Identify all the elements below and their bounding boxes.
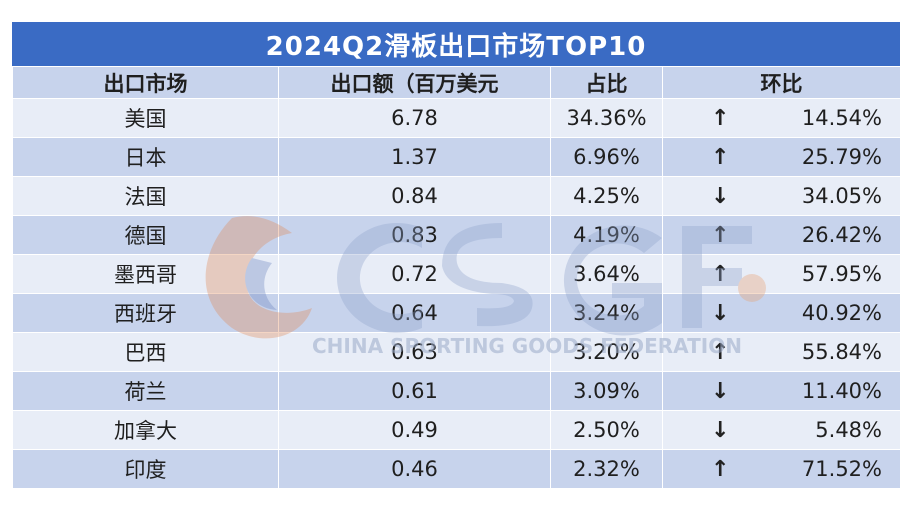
cell-value: 1.37 (278, 137, 551, 177)
mom-value: 5.48% (815, 418, 882, 442)
cell-value: 0.49 (278, 410, 551, 450)
arrow-up-icon: ↑ (711, 105, 730, 131)
cell-mom: ↓ 11.40% (662, 371, 901, 411)
arrow-up-icon: ↑ (711, 261, 730, 287)
table-row: 日本 1.37 6.96% ↑ 25.79% (12, 137, 901, 177)
table-row: 德国 0.83 4.19% ↑ 26.42% (12, 215, 901, 255)
arrow-up-icon: ↑ (711, 144, 730, 170)
table-frame: 2024Q2滑板出口市场TOP10 出口市场 出口额（百万美元 占比 环比 美国… (12, 22, 901, 500)
mom-value: 25.79% (801, 145, 882, 169)
mom-wrap: ↑ 57.95% (663, 255, 900, 293)
table-row: 西班牙 0.64 3.24% ↓ 40.92% (12, 293, 901, 333)
cell-share: 3.24% (550, 293, 663, 333)
cell-mom: ↓ 40.92% (662, 293, 901, 333)
header-row: 出口市场 出口额（百万美元 占比 环比 (12, 66, 901, 99)
cell-market: 法国 (12, 176, 279, 216)
table-row: 法国 0.84 4.25% ↓ 34.05% (12, 176, 901, 216)
cell-share: 3.64% (550, 254, 663, 294)
cell-mom: ↓ 34.05% (662, 176, 901, 216)
arrow-down-icon: ↓ (711, 378, 730, 404)
cell-value: 6.78 (278, 98, 551, 138)
arrow-down-icon: ↓ (711, 300, 730, 326)
cell-mom: ↑ 57.95% (662, 254, 901, 294)
cell-value: 0.64 (278, 293, 551, 333)
mom-wrap: ↑ 14.54% (663, 99, 900, 137)
mom-wrap: ↓ 34.05% (663, 177, 900, 215)
mom-value: 40.92% (801, 301, 882, 325)
cell-value: 0.63 (278, 332, 551, 372)
header-mom: 环比 (662, 66, 901, 99)
table-body: 美国 6.78 34.36% ↑ 14.54% 日本 1.37 6.96% ↑ 25.79% 法国 0… (12, 98, 901, 489)
mom-value: 11.40% (801, 379, 882, 403)
arrow-up-icon: ↑ (711, 339, 730, 365)
mom-wrap: ↑ 26.42% (663, 216, 900, 254)
cell-value: 0.72 (278, 254, 551, 294)
cell-market: 西班牙 (12, 293, 279, 333)
mom-value: 26.42% (801, 223, 882, 247)
cell-share: 2.32% (550, 449, 663, 489)
cell-mom: ↑ 55.84% (662, 332, 901, 372)
cell-mom: ↑ 71.52% (662, 449, 901, 489)
cell-market: 荷兰 (12, 371, 279, 411)
header-value: 出口额（百万美元 (278, 66, 551, 99)
cell-market: 加拿大 (12, 410, 279, 450)
arrow-up-icon: ↑ (711, 456, 730, 482)
export-market-table: 出口市场 出口额（百万美元 占比 环比 美国 6.78 34.36% ↑ 14.54% 日… (12, 66, 901, 489)
cell-share: 34.36% (550, 98, 663, 138)
cell-value: 0.46 (278, 449, 551, 489)
cell-share: 3.09% (550, 371, 663, 411)
mom-value: 14.54% (801, 106, 882, 130)
mom-value: 71.52% (801, 457, 882, 481)
mom-value: 57.95% (801, 262, 882, 286)
table-row: 荷兰 0.61 3.09% ↓ 11.40% (12, 371, 901, 411)
mom-value: 55.84% (801, 340, 882, 364)
cell-mom: ↓ 5.48% (662, 410, 901, 450)
mom-wrap: ↑ 25.79% (663, 138, 900, 176)
cell-share: 6.96% (550, 137, 663, 177)
cell-mom: ↑ 14.54% (662, 98, 901, 138)
cell-value: 0.84 (278, 176, 551, 216)
mom-wrap: ↓ 11.40% (663, 372, 900, 410)
cell-share: 2.50% (550, 410, 663, 450)
cell-share: 4.19% (550, 215, 663, 255)
arrow-down-icon: ↓ (711, 183, 730, 209)
cell-market: 巴西 (12, 332, 279, 372)
cell-mom: ↑ 25.79% (662, 137, 901, 177)
mom-wrap: ↑ 55.84% (663, 333, 900, 371)
table-row: 印度 0.46 2.32% ↑ 71.52% (12, 449, 901, 489)
header-share: 占比 (550, 66, 663, 99)
mom-wrap: ↓ 40.92% (663, 294, 900, 332)
table-row: 巴西 0.63 3.20% ↑ 55.84% (12, 332, 901, 372)
arrow-down-icon: ↓ (711, 417, 730, 443)
mom-value: 34.05% (801, 184, 882, 208)
arrow-up-icon: ↑ (711, 222, 730, 248)
cell-market: 德国 (12, 215, 279, 255)
mom-wrap: ↓ 5.48% (663, 411, 900, 449)
table-title: 2024Q2滑板出口市场TOP10 (12, 22, 900, 66)
watermark-caption: CHINA SPORTING GOODS FEDERATION (312, 334, 742, 358)
cell-value: 0.83 (278, 215, 551, 255)
cell-value: 0.61 (278, 371, 551, 411)
mom-wrap: ↑ 71.52% (663, 450, 900, 488)
table-row: 墨西哥 0.72 3.64% ↑ 57.95% (12, 254, 901, 294)
cell-market: 日本 (12, 137, 279, 177)
cell-share: 4.25% (550, 176, 663, 216)
cell-mom: ↑ 26.42% (662, 215, 901, 255)
cell-market: 墨西哥 (12, 254, 279, 294)
cell-market: 美国 (12, 98, 279, 138)
table-row: 美国 6.78 34.36% ↑ 14.54% (12, 98, 901, 138)
cell-market: 印度 (12, 449, 279, 489)
table-row: 加拿大 0.49 2.50% ↓ 5.48% (12, 410, 901, 450)
header-market: 出口市场 (12, 66, 279, 99)
